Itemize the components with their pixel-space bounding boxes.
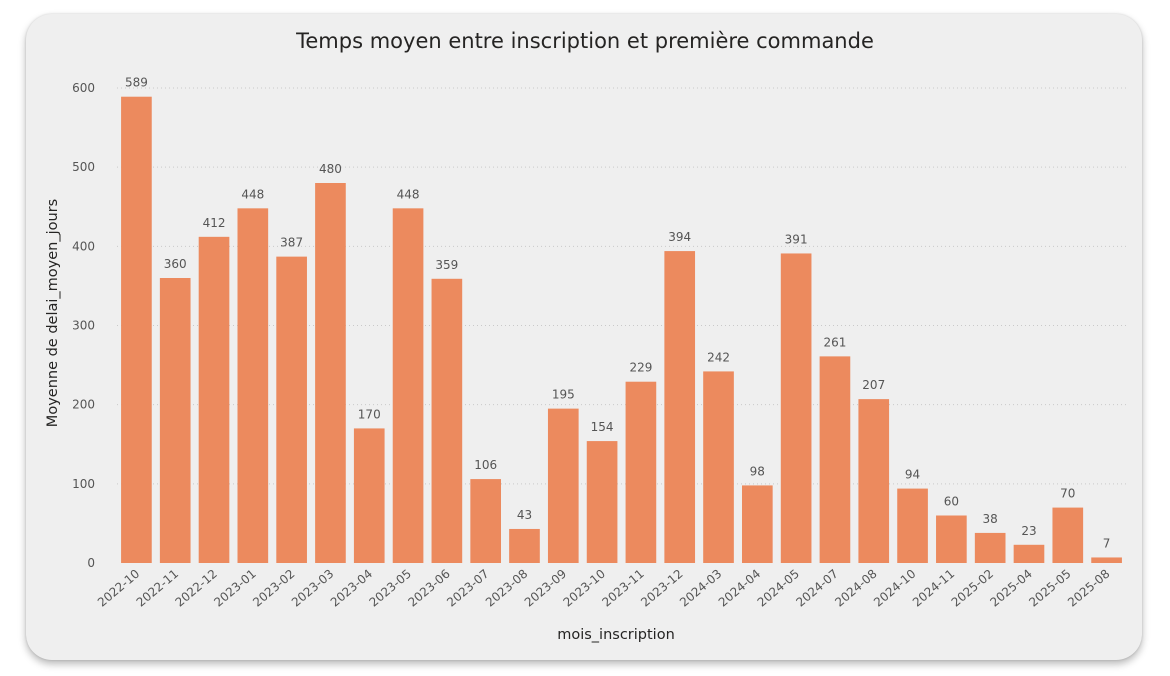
y-tick-label: 200: [72, 398, 95, 412]
data-label: 23: [1021, 524, 1036, 538]
x-tick-label: 2023-12: [638, 567, 685, 610]
x-tick-label: 2023-01: [211, 567, 258, 610]
x-tick-label: 2023-06: [405, 567, 452, 610]
data-label: 106: [474, 458, 497, 472]
bar-2023-11[interactable]: [625, 381, 657, 563]
x-tick-label: 2024-07: [793, 567, 840, 610]
data-label: 170: [358, 407, 381, 421]
data-label: 229: [629, 361, 652, 375]
x-tick-label: 2024-08: [832, 567, 879, 610]
bar-2023-01[interactable]: [237, 208, 269, 564]
x-tick-label: 2022-12: [173, 567, 220, 610]
x-axis-ticks: 2022-102022-112022-122023-012023-022023-…: [95, 567, 1113, 610]
x-tick-label: 2025-05: [1026, 567, 1073, 610]
data-label: 360: [164, 257, 187, 271]
data-label: 38: [983, 512, 998, 526]
bar-2024-11[interactable]: [936, 515, 967, 564]
bar-2022-11[interactable]: [159, 278, 191, 563]
x-tick-label: 2023-02: [250, 567, 297, 610]
x-tick-label: 2025-04: [988, 567, 1035, 610]
x-tick-label: 2023-04: [328, 567, 375, 610]
x-tick-label: 2025-08: [1065, 567, 1112, 610]
x-tick-label: 2023-05: [367, 567, 414, 610]
bar-2023-07[interactable]: [470, 479, 502, 563]
bar-2024-04[interactable]: [741, 485, 773, 563]
data-label: 261: [823, 335, 846, 349]
data-label: 43: [517, 508, 532, 522]
x-tick-label: 2024-11: [910, 567, 957, 610]
y-tick-label: 400: [72, 239, 95, 253]
y-tick-label: 300: [72, 319, 95, 333]
bar-2023-08[interactable]: [509, 528, 540, 563]
x-tick-label: 2025-02: [949, 567, 996, 610]
y-axis-ticks: 0 100 200 300 400 500 600: [72, 81, 95, 570]
bar-2024-05[interactable]: [780, 253, 812, 564]
gridlines: [117, 87, 1126, 485]
x-tick-label: 2023-08: [483, 567, 530, 610]
bar-2023-04[interactable]: [353, 428, 385, 563]
x-axis-title: mois_inscription: [557, 627, 675, 643]
bar-2023-02[interactable]: [276, 256, 307, 563]
bar-2024-07[interactable]: [819, 356, 851, 563]
data-label: 391: [785, 232, 808, 246]
data-label: 387: [280, 236, 303, 250]
x-tick-label: 2023-07: [444, 567, 491, 610]
y-tick-label: 0: [87, 556, 95, 570]
x-tick-label: 2023-10: [561, 567, 608, 610]
x-tick-label: 2022-10: [95, 567, 142, 610]
data-label: 154: [591, 420, 614, 434]
bar-2024-03[interactable]: [703, 371, 734, 563]
data-label: 359: [435, 258, 458, 272]
data-label: 94: [905, 468, 920, 482]
y-tick-label: 100: [72, 477, 95, 491]
bar-2025-02[interactable]: [974, 532, 1006, 563]
y-tick-label: 600: [72, 81, 95, 95]
data-label: 412: [203, 216, 226, 230]
x-tick-label: 2023-09: [522, 567, 569, 610]
data-label: 448: [241, 187, 264, 201]
data-labels: 5893604124483874801704483591064319515422…: [125, 76, 1110, 551]
bar-2023-09[interactable]: [547, 408, 579, 563]
x-tick-label: 2022-11: [134, 567, 181, 610]
bar-2022-10[interactable]: [121, 96, 152, 563]
bar-2024-10[interactable]: [897, 488, 928, 563]
x-tick-label: 2023-11: [599, 567, 646, 610]
data-label: 589: [125, 76, 148, 90]
bar-2023-10[interactable]: [586, 441, 618, 563]
data-label: 60: [944, 495, 959, 509]
data-label: 195: [552, 388, 575, 402]
x-tick-label: 2024-05: [755, 567, 802, 610]
data-label: 98: [750, 464, 765, 478]
bar-2025-04[interactable]: [1013, 544, 1045, 563]
x-tick-label: 2024-03: [677, 567, 724, 610]
bars: [121, 96, 1122, 564]
y-axis-title: Moyenne de delai_moyen_jours: [45, 199, 61, 427]
y-tick-label: 500: [72, 160, 95, 174]
x-tick-label: 2024-10: [871, 567, 918, 610]
bar-2023-12[interactable]: [664, 251, 696, 564]
data-label: 448: [397, 187, 420, 201]
bar-2025-08[interactable]: [1091, 557, 1122, 563]
bar-2023-03[interactable]: [315, 183, 346, 563]
data-label: 394: [668, 230, 691, 244]
chart-title: Temps moyen entre inscription et premièr…: [295, 29, 874, 53]
bar-2022-12[interactable]: [198, 236, 230, 564]
x-tick-label: 2024-04: [716, 567, 763, 610]
data-label: 7: [1103, 536, 1111, 550]
bar-2023-05[interactable]: [392, 208, 424, 564]
data-label: 70: [1060, 487, 1075, 501]
bar-2023-06[interactable]: [431, 278, 463, 563]
x-tick-label: 2023-03: [289, 567, 336, 610]
data-label: 242: [707, 350, 730, 364]
bar-2024-08[interactable]: [858, 399, 890, 563]
data-label: 480: [319, 162, 342, 176]
bar-2025-05[interactable]: [1052, 507, 1084, 563]
data-label: 207: [862, 378, 885, 392]
